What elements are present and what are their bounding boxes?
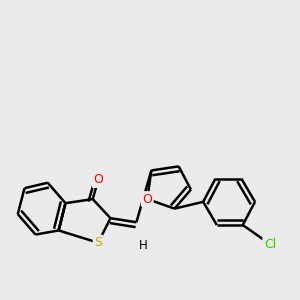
Text: Cl: Cl (264, 238, 276, 250)
Text: S: S (94, 236, 102, 249)
Text: O: O (93, 173, 103, 187)
Text: H: H (139, 239, 148, 252)
Text: O: O (142, 193, 152, 206)
